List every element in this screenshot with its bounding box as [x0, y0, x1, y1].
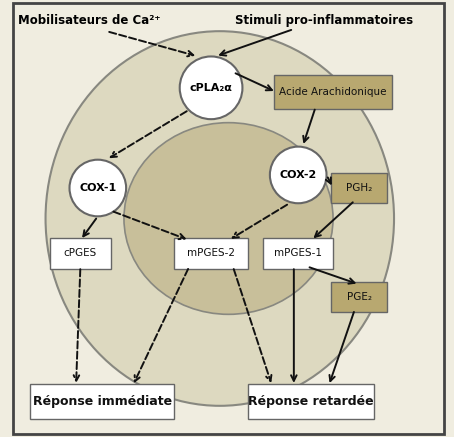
Text: COX-2: COX-2: [280, 170, 317, 180]
FancyBboxPatch shape: [248, 384, 375, 420]
FancyBboxPatch shape: [174, 238, 248, 269]
Text: Stimuli pro-inflammatoires: Stimuli pro-inflammatoires: [235, 14, 414, 27]
Text: mPGES-1: mPGES-1: [274, 248, 322, 258]
Text: Réponse immédiate: Réponse immédiate: [33, 395, 172, 408]
Text: PGH₂: PGH₂: [346, 183, 372, 193]
FancyBboxPatch shape: [30, 384, 174, 420]
FancyBboxPatch shape: [274, 75, 392, 109]
Text: Acide Arachidonique: Acide Arachidonique: [279, 87, 387, 97]
Ellipse shape: [124, 123, 333, 314]
FancyBboxPatch shape: [50, 238, 111, 269]
FancyBboxPatch shape: [331, 173, 388, 203]
Text: cPLA₂α: cPLA₂α: [190, 83, 232, 93]
FancyBboxPatch shape: [331, 282, 388, 312]
Text: Mobilisateurs de Ca²⁺: Mobilisateurs de Ca²⁺: [18, 14, 160, 27]
Text: mPGES-2: mPGES-2: [187, 248, 235, 258]
Text: PGE₂: PGE₂: [347, 292, 372, 302]
Circle shape: [270, 147, 326, 203]
Text: Réponse retardée: Réponse retardée: [248, 395, 374, 408]
Circle shape: [69, 160, 126, 216]
FancyBboxPatch shape: [263, 238, 333, 269]
Ellipse shape: [45, 31, 394, 406]
Circle shape: [180, 56, 242, 119]
Text: COX-1: COX-1: [79, 183, 116, 193]
Text: cPGES: cPGES: [64, 248, 97, 258]
